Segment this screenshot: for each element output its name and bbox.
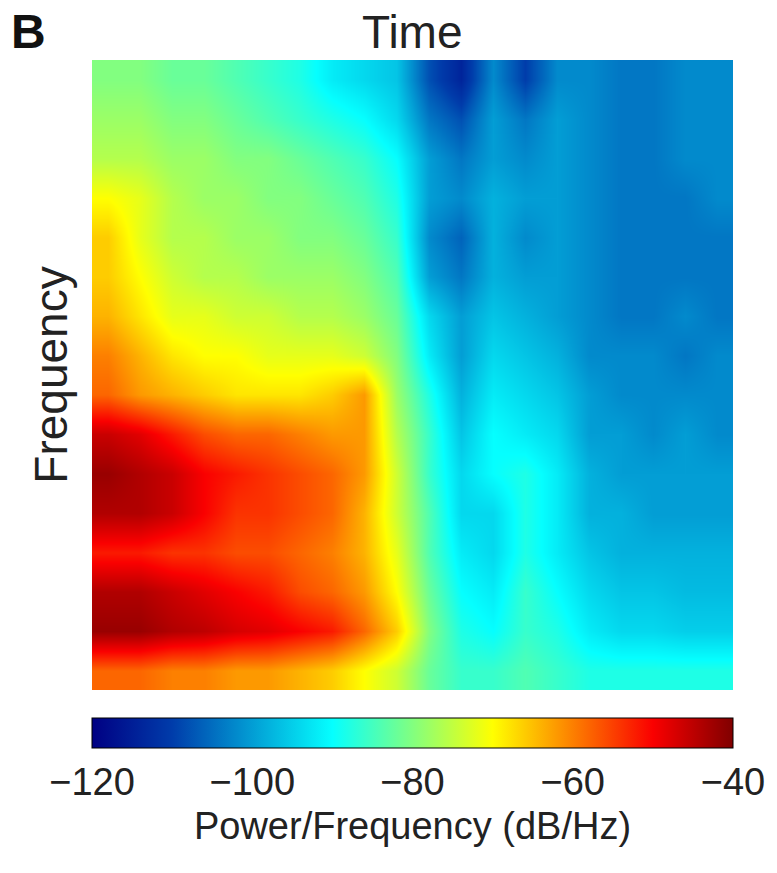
- svg-text:−80: −80: [380, 761, 444, 803]
- svg-text:−120: −120: [49, 761, 135, 803]
- svg-text:B: B: [11, 5, 46, 58]
- svg-text:Power/Frequency (dB/Hz): Power/Frequency (dB/Hz): [194, 805, 631, 847]
- svg-text:−40: −40: [701, 761, 765, 803]
- svg-text:−100: −100: [209, 761, 295, 803]
- svg-text:−60: −60: [541, 761, 605, 803]
- svg-text:Frequency: Frequency: [25, 266, 77, 483]
- svg-text:Time: Time: [362, 6, 463, 58]
